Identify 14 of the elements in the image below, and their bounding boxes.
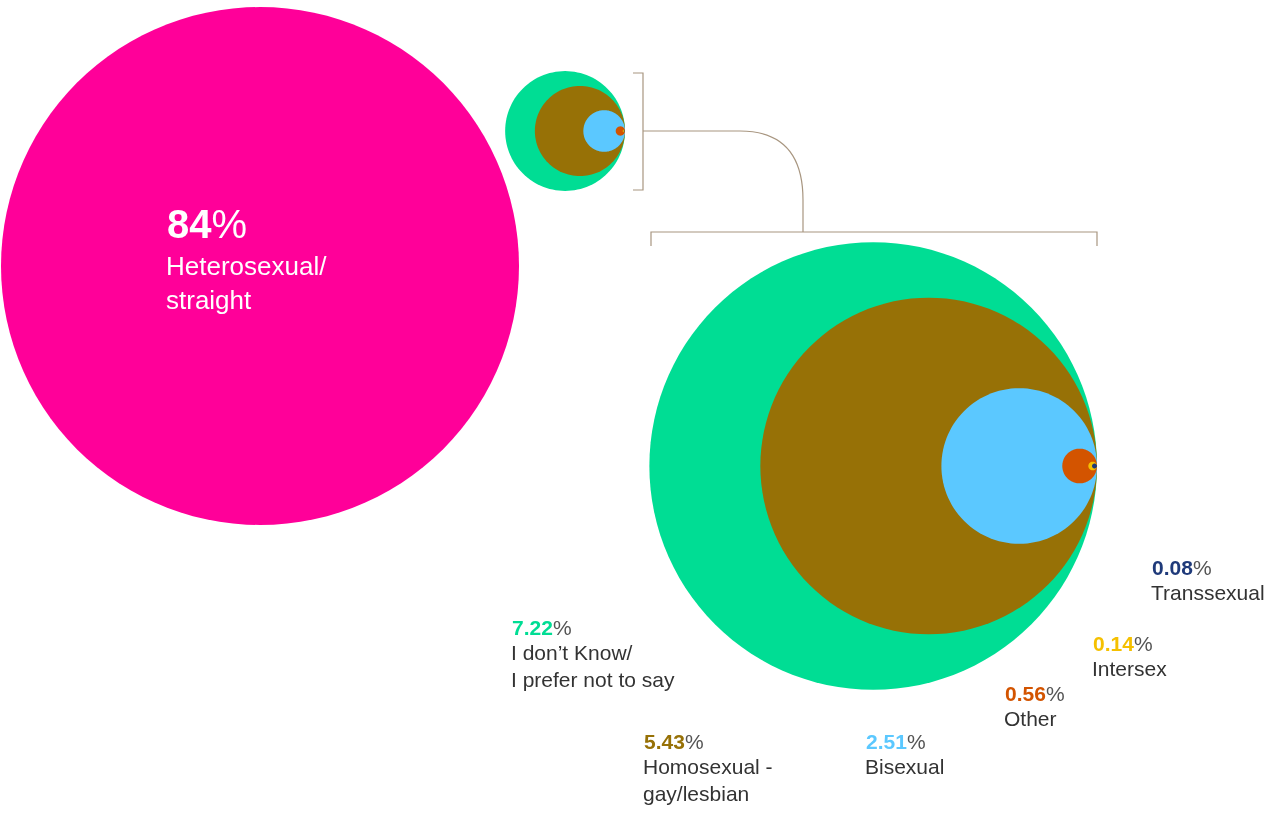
category-label: Transsexual (1151, 581, 1265, 604)
category-label: Bisexual (865, 755, 945, 778)
data-label: 0.14% (1093, 632, 1153, 655)
data-label: 84% (167, 202, 248, 246)
data-label: 2.51% (866, 730, 926, 753)
data-label: 7.22% (512, 616, 572, 639)
data-label: 5.43% (644, 730, 704, 753)
data-label: 0.56% (1005, 682, 1065, 705)
category-label: Intersex (1092, 657, 1168, 680)
data-label: 0.08% (1152, 556, 1212, 579)
category-label: Homosexual - gay/lesbian (643, 755, 773, 806)
category-label: I don’t Know/ I prefer not to say (511, 641, 675, 692)
category-label: Heterosexual/ straight (166, 251, 328, 315)
category-label: Other (1004, 707, 1057, 730)
